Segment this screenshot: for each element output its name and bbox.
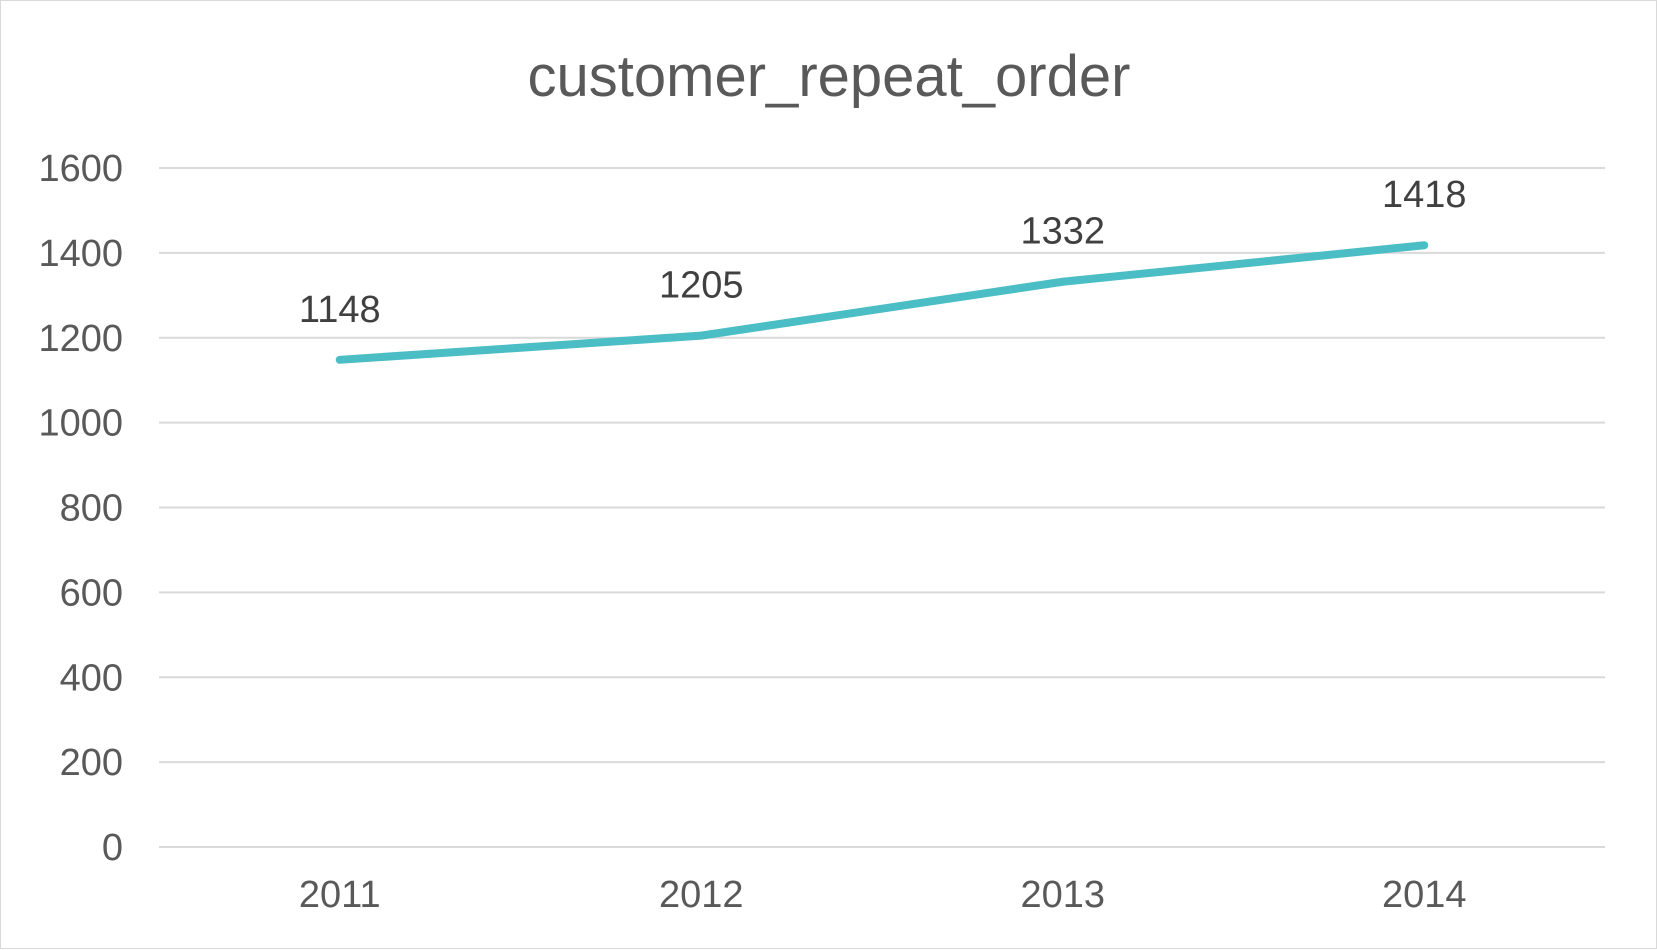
y-tick-label: 400 (60, 657, 123, 699)
data-labels: 1148 1205 1332 1418 (299, 174, 1467, 331)
data-label: 1332 (1020, 211, 1105, 253)
x-axis-ticks: 2011 2012 2013 2014 (299, 874, 1467, 916)
data-label: 1148 (299, 289, 381, 331)
data-label: 1418 (1382, 174, 1467, 216)
y-tick-label: 1000 (38, 403, 123, 445)
y-tick-label: 600 (60, 572, 123, 614)
y-tick-label: 800 (60, 488, 123, 530)
x-tick-label: 2012 (659, 874, 744, 916)
y-tick-label: 200 (60, 742, 123, 784)
x-tick-label: 2013 (1020, 874, 1105, 916)
gridlines (159, 167, 1605, 848)
y-axis-ticks: 0 200 400 600 800 1000 1200 1400 1600 (38, 148, 123, 869)
y-tick-label: 1600 (38, 148, 123, 190)
data-label: 1205 (659, 265, 744, 307)
series-line (335, 241, 1429, 364)
y-tick-label: 1200 (38, 318, 123, 360)
y-tick-label: 1400 (38, 233, 123, 275)
chart-title: customer_repeat_order (528, 44, 1131, 109)
x-tick-label: 2011 (299, 874, 381, 916)
series-layer (335, 241, 1429, 364)
y-tick-label: 0 (102, 827, 123, 869)
x-tick-label: 2014 (1382, 874, 1467, 916)
